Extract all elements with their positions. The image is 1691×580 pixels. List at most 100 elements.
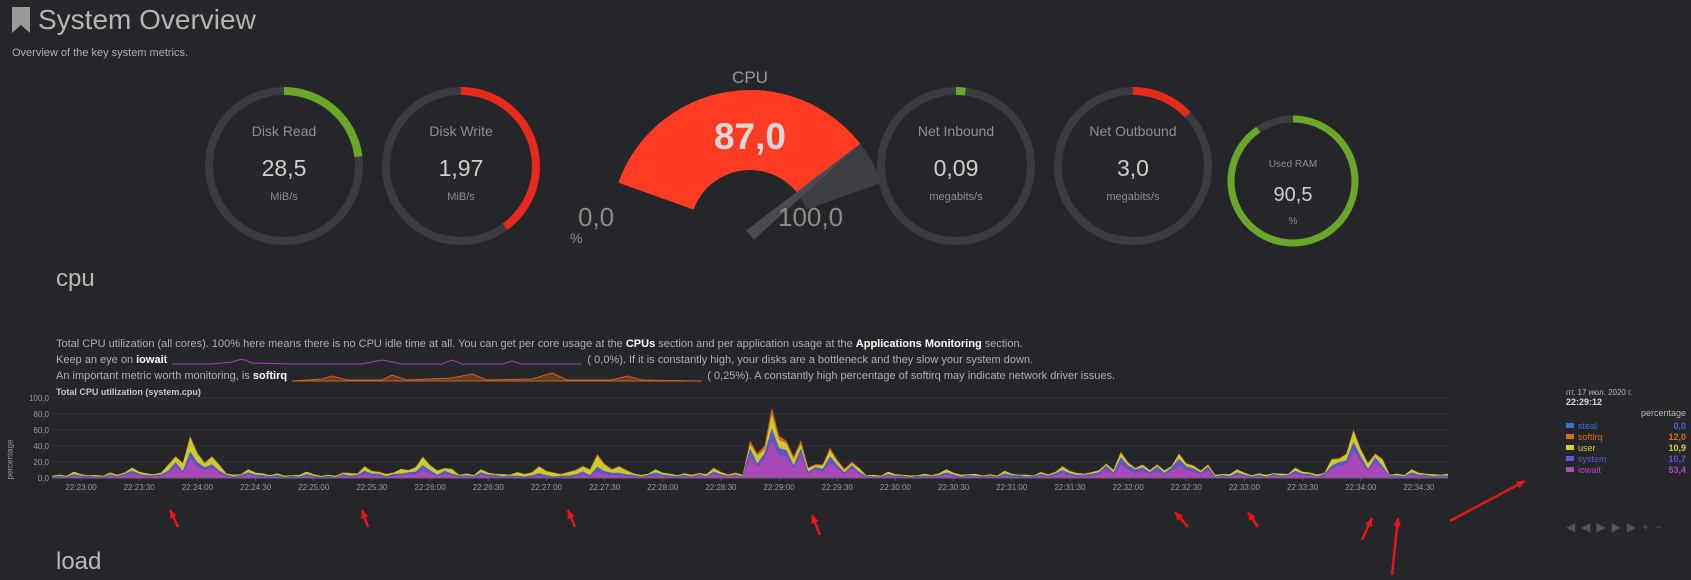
legend-value: 0,0: [1673, 420, 1686, 431]
legend-time: 22:29:12: [1566, 397, 1603, 407]
legend-value: 53,4: [1668, 464, 1686, 475]
legend-item-steal[interactable]: steal 0,0: [1566, 420, 1686, 431]
legend-name: softirq: [1578, 431, 1603, 442]
legend-name: system: [1578, 453, 1607, 464]
page-subtitle: Overview of the key system metrics.: [12, 47, 189, 59]
legend-swatch: [1566, 467, 1574, 472]
gauge-used-ram[interactable]: Used RAM 90,5 %: [1226, 114, 1360, 248]
gauge-value: 0,09: [933, 155, 979, 181]
legend-date: пт, 17 июл. 2020 г.: [1566, 388, 1633, 397]
page-title: System Overview: [38, 4, 256, 35]
x-tick-label: 22:33:30: [1287, 483, 1319, 492]
legend-item-iowait[interactable]: iowait 53,4: [1566, 464, 1686, 475]
applications-monitoring-link[interactable]: Applications Monitoring: [855, 338, 982, 350]
legend-swatch: [1566, 445, 1574, 450]
cpu-chart[interactable]: 100,0 80,0 60,0 40,0 20,0 0,0 22:23:00 22:23:30…: [0, 395, 1691, 530]
play-icon[interactable]: ▶: [1596, 520, 1612, 534]
x-tick-label: 22:31:00: [996, 483, 1028, 492]
x-tick-label: 22:26:00: [415, 483, 447, 492]
iowait-sparkline[interactable]: [172, 354, 583, 366]
cpu-gauge-title: CPU: [732, 68, 768, 87]
legend-item-softirq[interactable]: softirq 12,0: [1566, 431, 1686, 442]
gauge-disk-read[interactable]: Disk Read 28,5 MiB/s: [204, 86, 364, 246]
x-tick-label: 22:30:00: [880, 483, 912, 492]
cpu-gauge-unit: %: [570, 230, 583, 246]
series-area-iowait: [52, 439, 1448, 478]
x-tick-label: 22:32:30: [1171, 483, 1203, 492]
legend-title: percentage: [1640, 408, 1686, 418]
bookmark-icon: [12, 7, 30, 33]
legend-item-user[interactable]: user 10,9: [1566, 442, 1686, 453]
legend-value: 10,7: [1668, 453, 1686, 464]
legend-name: user: [1578, 442, 1596, 453]
x-tick-label: 22:23:30: [124, 483, 156, 492]
cpu-gauge-min: 0,0: [578, 202, 615, 232]
desc-text: section and per application usage at the: [655, 338, 856, 350]
x-tick-label: 22:32:00: [1113, 483, 1145, 492]
gauge-unit: megabits/s: [1106, 191, 1160, 203]
x-tick-label: 22:34:30: [1403, 483, 1435, 492]
gauge-ring: [877, 87, 1035, 245]
gauge-unit: %: [1288, 216, 1298, 227]
zoom-out-icon[interactable]: −: [1655, 520, 1669, 534]
section-heading-cpu: cpu: [56, 265, 95, 292]
rewind-icon[interactable]: ◀◀: [1566, 520, 1597, 534]
chart-legend: пт, 17 июл. 2020 г. 22:29:12 percentage …: [1566, 388, 1686, 475]
x-tick-label: 22:31:30: [1054, 483, 1086, 492]
x-tick-label: 22:24:00: [182, 483, 214, 492]
cpu-gauge-max: 100,0: [778, 202, 844, 232]
gauge-net-inbound[interactable]: Net Inbound 0,09 megabits/s: [876, 86, 1036, 246]
desc-text: section.: [981, 338, 1023, 350]
legend-value: 10,9: [1668, 442, 1686, 453]
gauge-label: Net Inbound: [917, 123, 995, 139]
softirq-label: softirq: [252, 370, 288, 382]
legend-rows: steal 0,0 softirq 12,0 user 10,9 system 10,7 iow…: [1566, 420, 1686, 475]
gauge-net-outbound[interactable]: Net Outbound 3,0 megabits/s: [1053, 86, 1213, 246]
x-tick-label: 22:25:00: [298, 483, 330, 492]
gauge-cpu[interactable]: CPU 87,0 0,0 % 100,0: [570, 68, 900, 270]
fast-forward-icon[interactable]: ▶▶: [1611, 520, 1643, 534]
gauge-unit: MiB/s: [447, 191, 475, 203]
y-tick-label: 0,0: [38, 474, 50, 483]
cpu-description-line1: Total CPU utilization (all cores). 100% …: [56, 338, 1023, 350]
desc-text: Total CPU utilization (all cores). 100% …: [56, 338, 626, 350]
x-tick-label: 22:29:30: [822, 483, 854, 492]
softirq-sparkline[interactable]: [292, 370, 703, 382]
chart-caption: Total CPU utilization (system.cpu): [56, 387, 201, 397]
gauge-value: 1,97: [438, 155, 484, 181]
cpus-link[interactable]: CPUs: [625, 338, 656, 350]
cpu-description-line3: An important metric worth monitoring, is…: [56, 370, 1115, 382]
section-heading-load: load: [56, 548, 102, 575]
gauge-ring: [1054, 87, 1212, 245]
gauge-unit: MiB/s: [270, 191, 298, 203]
gauge-value: 3,0: [1117, 155, 1149, 181]
gauge-ring: [382, 87, 540, 245]
chart-nav: ◀◀▶▶▶+−: [1566, 520, 1668, 534]
iowait-label: iowait: [136, 354, 168, 366]
gauge-disk-write[interactable]: Disk Write 1,97 MiB/s: [381, 86, 541, 246]
legend-swatch: [1566, 423, 1574, 428]
cpu-gauge-svg: [618, 89, 882, 240]
x-tick-label: 22:24:30: [240, 483, 272, 492]
legend-item-system[interactable]: system 10,7: [1566, 453, 1686, 464]
gauge-value: 28,5: [261, 155, 307, 181]
x-tick-label: 22:33:00: [1229, 483, 1261, 492]
gauge-label: Net Outbound: [1089, 123, 1177, 139]
gauge-label: Disk Read: [251, 123, 317, 139]
page-header: System Overview: [10, 4, 256, 36]
desc-text: Keep an eye on: [56, 354, 137, 366]
x-tick-label: 22:25:30: [356, 483, 388, 492]
gauge-ring: [205, 87, 363, 245]
cpu-gauge-value: 87,0: [713, 116, 786, 157]
y-tick-label: 100,0: [29, 395, 50, 403]
desc-text: ( 0,0%). If it is constantly high, your …: [587, 354, 1034, 366]
x-tick-label: 22:29:00: [764, 483, 796, 492]
x-tick-label: 22:23:00: [66, 483, 98, 492]
x-tick-label: 22:27:00: [531, 483, 563, 492]
gauge-ring: [1227, 115, 1359, 247]
gauge-label: Disk Write: [429, 123, 493, 139]
legend-swatch: [1566, 456, 1574, 461]
series-area-user: [52, 414, 1448, 477]
zoom-in-icon[interactable]: +: [1642, 520, 1656, 534]
desc-text: An important metric worth monitoring, is: [56, 370, 253, 382]
